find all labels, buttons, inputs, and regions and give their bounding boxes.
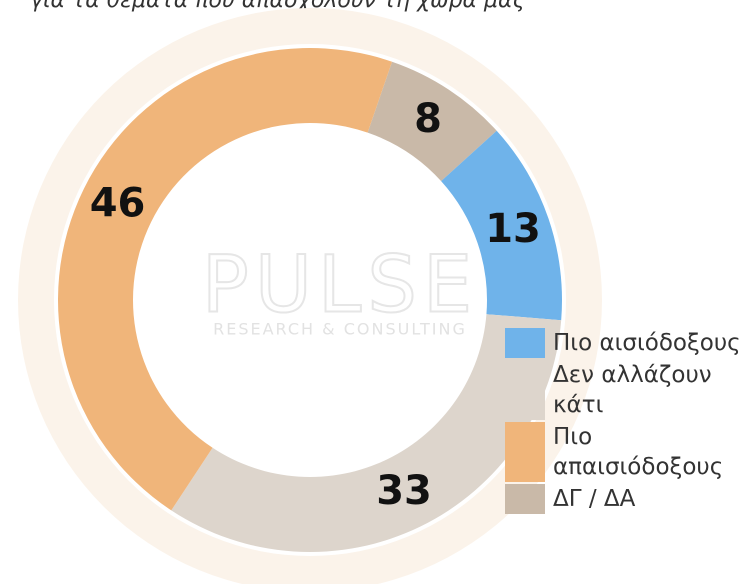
legend-swatch	[505, 328, 545, 358]
watermark: PULSE	[202, 240, 478, 330]
data-label: 13	[485, 206, 541, 252]
legend-swatch	[505, 484, 545, 514]
legend-item: Πιο απαισιόδοξους	[505, 422, 752, 482]
legend-label: Πιο απαισιόδοξους	[553, 424, 724, 480]
legend-item: Πιο αισιόδοξους	[505, 328, 752, 358]
legend-swatch	[505, 360, 545, 420]
legend-item: Δεν αλλάζουν κάτι	[505, 360, 752, 420]
chart-title: για τα θέματα που απασχολούν τη χώρα μας	[30, 0, 526, 13]
data-label: 33	[376, 468, 432, 514]
data-label: 46	[90, 180, 146, 226]
legend-label: Δεν αλλάζουν κάτι	[553, 362, 712, 418]
legend-swatch	[505, 422, 545, 482]
legend-item: ΔΓ / ΔΑ	[505, 484, 752, 514]
legend-label: ΔΓ / ΔΑ	[553, 486, 636, 512]
data-label: 8	[414, 96, 442, 142]
donut-slice	[367, 61, 497, 182]
legend-label: Πιο αισιόδοξους	[553, 330, 741, 356]
watermark-sub: RESEARCH & CONSULTING	[213, 320, 467, 339]
donut-slice	[171, 314, 562, 553]
donut-slice	[57, 47, 393, 511]
donut-slice	[441, 130, 562, 321]
legend: Πιο αισιόδοξους Δεν αλλάζουν κάτι Πιο απαι…	[505, 328, 752, 516]
